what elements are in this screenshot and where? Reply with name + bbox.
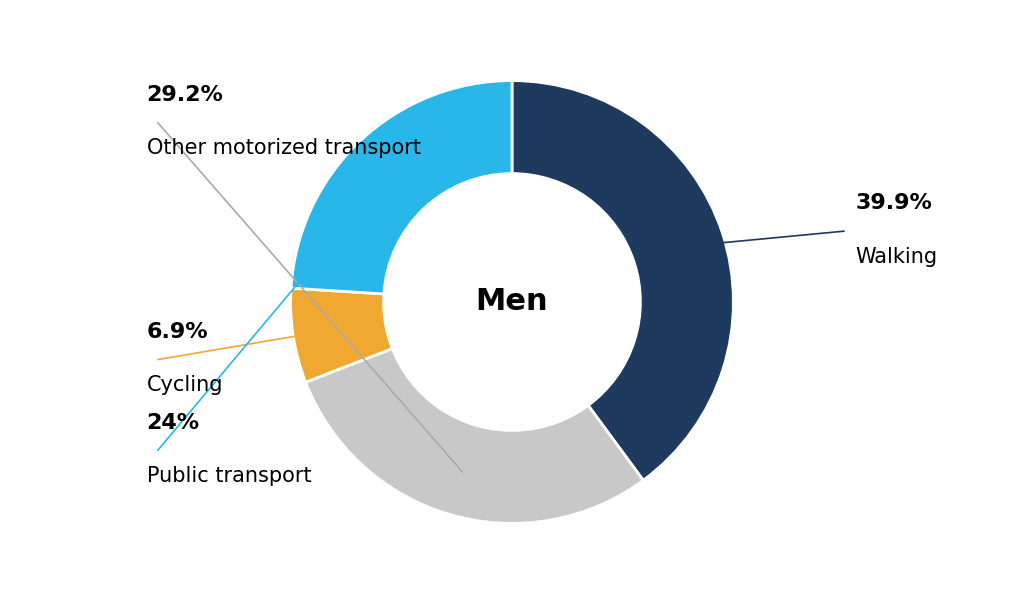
Text: Walking: Walking [855, 246, 937, 266]
Wedge shape [305, 349, 643, 524]
Text: Men: Men [476, 288, 548, 316]
Text: 39.9%: 39.9% [855, 193, 932, 213]
Text: Cycling: Cycling [146, 375, 223, 395]
Text: 29.2%: 29.2% [146, 85, 223, 105]
Wedge shape [512, 80, 733, 480]
Text: Public transport: Public transport [146, 466, 311, 486]
Wedge shape [291, 288, 392, 382]
Text: Other motorized transport: Other motorized transport [146, 138, 421, 158]
Text: 6.9%: 6.9% [146, 322, 208, 342]
Wedge shape [291, 80, 512, 294]
Text: 24%: 24% [146, 413, 200, 432]
